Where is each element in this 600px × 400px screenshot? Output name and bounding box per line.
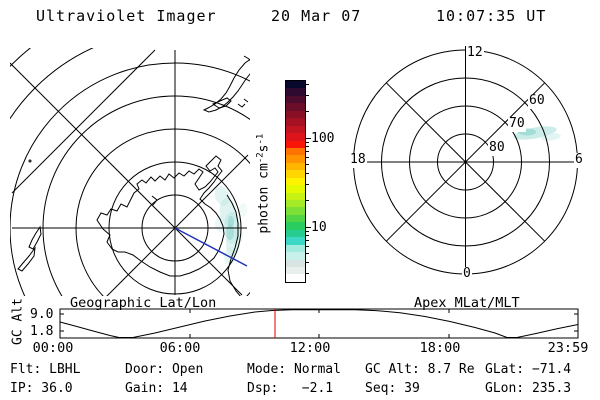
gc-alt-axis-ticks bbox=[60, 309, 578, 338]
colorbar-band bbox=[286, 200, 305, 208]
status-glon: GLon: 235.3 bbox=[485, 381, 572, 396]
time-tick-1800: 18:00 bbox=[419, 340, 461, 356]
gc-alt-ytick-1-8: 1.8 bbox=[30, 324, 54, 339]
page-title: Ultraviolet Imager bbox=[36, 7, 217, 25]
status-flt: Flt: LBHL bbox=[10, 362, 81, 377]
gc-alt-y-axis-label: GC Alt bbox=[10, 297, 26, 345]
colorbar-band bbox=[286, 103, 305, 111]
apex-polar-plot bbox=[353, 46, 578, 278]
map-title: Geographic Lat/Lon bbox=[70, 295, 217, 311]
colorbar bbox=[285, 80, 306, 283]
gc-alt-ytick-9: 9.0 bbox=[30, 307, 54, 322]
geographic-map bbox=[10, 48, 250, 296]
gc-alt-strip-chart bbox=[59, 308, 579, 339]
time-tick-0600: 06:00 bbox=[159, 340, 201, 356]
colorbar-tick-mark bbox=[306, 226, 311, 228]
colorbar-tick-mark bbox=[306, 253, 309, 255]
gc-alt-curve bbox=[59, 309, 579, 338]
colorbar-tick-100: 100 bbox=[311, 131, 335, 146]
status-ip: IP: 36.0 bbox=[10, 381, 73, 396]
apex-hour-6: 6 bbox=[574, 152, 584, 168]
status-mode: Mode: Normal bbox=[247, 362, 341, 377]
map-coastlines bbox=[17, 55, 250, 296]
header-time: 10:07:35 UT bbox=[436, 7, 547, 25]
map-orbit-track-line bbox=[174, 227, 248, 267]
colorbar-tick-mark bbox=[306, 235, 309, 237]
colorbar-band bbox=[286, 125, 305, 134]
colorbar-tick-mark bbox=[306, 230, 309, 232]
colorbar-tick-mark bbox=[306, 246, 309, 248]
header-date: 20 Mar 07 bbox=[271, 7, 362, 25]
colorbar-tick-mark bbox=[306, 164, 309, 166]
colorbar-tick-mark bbox=[306, 146, 309, 148]
colorbar-tick-mark bbox=[306, 110, 309, 112]
colorbar-tick-mark bbox=[306, 184, 309, 186]
colorbar-band bbox=[286, 229, 305, 238]
colorbar-band bbox=[286, 252, 305, 260]
colorbar-band bbox=[286, 110, 305, 119]
colorbar-tick-mark bbox=[306, 141, 309, 143]
colorbar-band bbox=[286, 140, 305, 148]
colorbar-band bbox=[286, 244, 305, 253]
apex-mlat-80: 80 bbox=[488, 140, 506, 156]
apex-hour-18: 18 bbox=[349, 152, 367, 168]
colorbar-band bbox=[286, 207, 305, 215]
colorbar-band bbox=[286, 177, 305, 186]
colorbar-band bbox=[286, 222, 305, 230]
apex-title: Apex MLat/MLT bbox=[414, 295, 520, 311]
apex-hour-12: 12 bbox=[466, 45, 484, 61]
status-seq: Seq: 39 bbox=[365, 381, 420, 396]
colorbar-band bbox=[286, 214, 305, 223]
status-dsp: Dsp: −2.1 bbox=[247, 381, 334, 396]
colorbar-tick-mark bbox=[306, 273, 309, 275]
colorbar-band bbox=[286, 162, 305, 171]
colorbar-tick-mark bbox=[306, 240, 309, 242]
colorbar-tick-mark bbox=[306, 95, 309, 97]
colorbar-band bbox=[286, 133, 305, 141]
colorbar-band bbox=[286, 259, 305, 267]
status-gain: Gain: 14 bbox=[125, 381, 188, 396]
time-tick-2359: 23:59 bbox=[547, 340, 589, 356]
colorbar-band bbox=[286, 81, 305, 89]
colorbar-band bbox=[286, 88, 305, 96]
map-meridian-lines bbox=[10, 49, 249, 296]
colorbar-band bbox=[286, 170, 305, 178]
colorbar-band bbox=[286, 266, 305, 275]
colorbar-tick-mark bbox=[306, 151, 309, 153]
colorbar-unit-label: photon cm-2s-1 bbox=[255, 133, 272, 234]
status-glat: GLat: −71.4 bbox=[485, 362, 572, 377]
status-gc-alt: GC Alt: 8.7 Re bbox=[365, 362, 475, 377]
time-tick-0000: 00:00 bbox=[32, 340, 74, 356]
colorbar-tick-mark bbox=[306, 261, 309, 263]
colorbar-band bbox=[286, 192, 305, 200]
colorbar-band bbox=[286, 95, 305, 104]
apex-mlat-70: 70 bbox=[508, 116, 526, 132]
status-door: Door: Open bbox=[125, 362, 204, 377]
apex-hour-0: 0 bbox=[462, 266, 472, 282]
colorbar-tick-mark bbox=[306, 137, 311, 139]
colorbar-band bbox=[286, 237, 305, 245]
colorbar-tick-mark bbox=[306, 83, 309, 85]
time-tick-1200: 12:00 bbox=[289, 340, 331, 356]
colorbar-band bbox=[286, 147, 305, 156]
colorbar-tick-mark bbox=[306, 157, 309, 159]
colorbar-band bbox=[286, 274, 305, 282]
colorbar-tick-mark bbox=[306, 172, 309, 174]
colorbar-tick-mark bbox=[306, 199, 309, 201]
apex-mlt-spokes bbox=[353, 46, 578, 278]
colorbar-band bbox=[286, 185, 305, 193]
colorbar-band bbox=[286, 118, 305, 126]
colorbar-band bbox=[286, 155, 305, 163]
colorbar-tick-10: 10 bbox=[311, 220, 327, 235]
apex-mlat-60: 60 bbox=[528, 93, 546, 109]
